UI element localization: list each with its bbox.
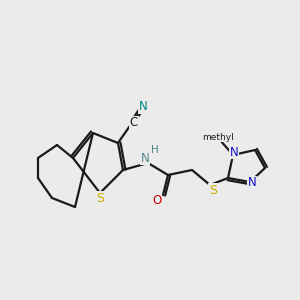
Text: N: N [248,176,256,190]
Text: O: O [152,194,162,206]
Text: N: N [139,100,147,113]
Text: methyl: methyl [202,133,234,142]
Text: S: S [96,191,104,205]
Text: H: H [151,145,159,155]
Text: C: C [130,116,138,130]
Text: S: S [209,184,217,196]
Text: N: N [230,146,238,158]
Text: N: N [141,152,149,164]
